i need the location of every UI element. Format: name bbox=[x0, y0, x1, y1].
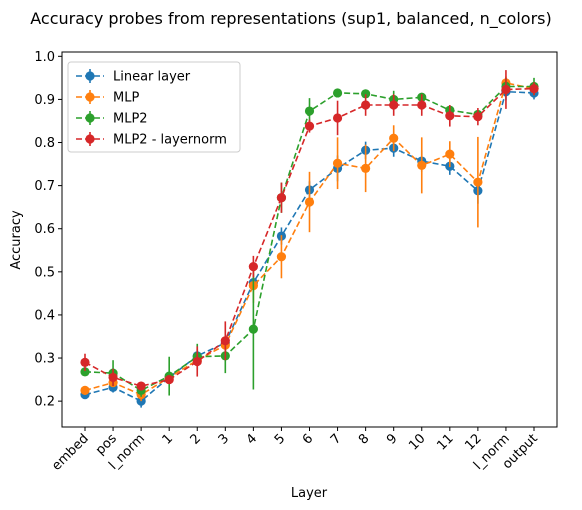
data-point bbox=[108, 372, 118, 383]
y-axis: 0.2 0.3 0.4 0.5 0.6 0.7 0.8 0.9 1.0 bbox=[34, 50, 62, 410]
data-point bbox=[473, 177, 483, 187]
legend-label: MLP2 - layernorm bbox=[113, 133, 227, 148]
data-point bbox=[417, 160, 427, 170]
legend-label: Linear layer bbox=[113, 70, 191, 85]
data-point bbox=[417, 100, 427, 110]
data-point bbox=[473, 112, 483, 122]
data-point bbox=[192, 356, 202, 367]
x-tick-label: 8 bbox=[356, 431, 372, 447]
data-point bbox=[276, 193, 287, 203]
x-tick-label: 9 bbox=[384, 431, 400, 447]
data-point bbox=[276, 252, 287, 262]
data-point bbox=[332, 113, 343, 123]
data-point bbox=[220, 336, 230, 346]
data-point bbox=[248, 262, 258, 272]
data-point bbox=[529, 84, 539, 94]
x-tick-label: 7 bbox=[328, 431, 344, 447]
data-point bbox=[248, 324, 258, 334]
data-point bbox=[164, 374, 174, 385]
legend: Linear layer MLP MLP2 MLP2 - layernorm bbox=[67, 61, 241, 153]
x-tick-label: 1 bbox=[160, 431, 176, 447]
series-layer bbox=[80, 70, 539, 408]
data-point bbox=[361, 100, 371, 110]
legend-marker bbox=[85, 92, 95, 102]
data-point bbox=[501, 84, 511, 95]
data-point bbox=[389, 133, 399, 143]
data-point bbox=[361, 163, 371, 173]
data-point bbox=[80, 367, 90, 377]
y-tick-label: 0.9 bbox=[34, 93, 55, 108]
x-tick-label: 2 bbox=[188, 431, 204, 447]
data-point bbox=[304, 197, 315, 207]
data-point bbox=[445, 111, 455, 121]
x-tick-label: 10 bbox=[406, 431, 428, 453]
x-tick-label: 4 bbox=[244, 431, 260, 447]
data-point bbox=[136, 381, 146, 391]
legend-label: MLP bbox=[113, 91, 139, 106]
legend-marker bbox=[85, 71, 95, 81]
data-point bbox=[332, 88, 343, 98]
x-tick-label: 5 bbox=[272, 431, 288, 447]
data-point bbox=[361, 89, 371, 99]
y-tick-label: 0.3 bbox=[34, 352, 55, 367]
legend-label: MLP2 bbox=[113, 112, 148, 127]
chart-title: Accuracy probes from representations (su… bbox=[30, 9, 551, 29]
y-tick-label: 0.6 bbox=[34, 222, 55, 237]
legend-box bbox=[67, 61, 241, 153]
data-point bbox=[80, 385, 90, 395]
y-tick-label: 0.7 bbox=[34, 179, 55, 194]
y-tick-label: 0.5 bbox=[34, 265, 55, 280]
legend-marker bbox=[85, 113, 95, 123]
data-point bbox=[332, 158, 343, 168]
y-tick-label: 0.4 bbox=[34, 308, 55, 323]
x-tick-label: 11 bbox=[434, 431, 456, 453]
legend-marker bbox=[85, 134, 95, 144]
y-axis-label: Accuracy bbox=[9, 210, 24, 270]
data-point bbox=[304, 106, 315, 116]
x-tick-label: 12 bbox=[462, 431, 484, 453]
data-point bbox=[80, 357, 90, 367]
x-tick-label: embed bbox=[49, 431, 92, 474]
y-tick-label: 0.8 bbox=[34, 136, 55, 151]
x-axis-label: Layer bbox=[291, 486, 328, 501]
x-tick-label: 3 bbox=[216, 431, 232, 447]
y-tick-label: 0.2 bbox=[34, 395, 55, 410]
data-point bbox=[445, 149, 455, 159]
x-tick-label: 6 bbox=[300, 431, 316, 447]
series-3 bbox=[80, 70, 539, 391]
y-tick-label: 1.0 bbox=[34, 50, 55, 65]
data-point bbox=[304, 121, 315, 131]
data-point bbox=[389, 100, 399, 110]
